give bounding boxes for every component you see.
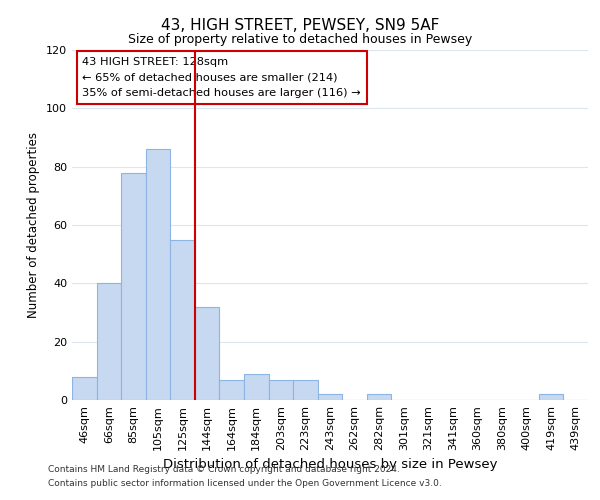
Bar [220, 380, 244, 400]
Bar [97, 284, 121, 400]
Bar [318, 394, 342, 400]
Text: 43, HIGH STREET, PEWSEY, SN9 5AF: 43, HIGH STREET, PEWSEY, SN9 5AF [161, 18, 439, 32]
X-axis label: Distribution of detached houses by size in Pewsey: Distribution of detached houses by size … [163, 458, 497, 471]
Bar [72, 376, 97, 400]
Bar [170, 240, 195, 400]
Bar [195, 306, 220, 400]
Bar [146, 149, 170, 400]
Text: 43 HIGH STREET: 128sqm
← 65% of detached houses are smaller (214)
35% of semi-de: 43 HIGH STREET: 128sqm ← 65% of detached… [82, 57, 361, 98]
Text: Contains HM Land Registry data © Crown copyright and database right 2024.
Contai: Contains HM Land Registry data © Crown c… [48, 466, 442, 487]
Bar [539, 394, 563, 400]
Text: Size of property relative to detached houses in Pewsey: Size of property relative to detached ho… [128, 32, 472, 46]
Bar [269, 380, 293, 400]
Bar [121, 172, 146, 400]
Bar [293, 380, 318, 400]
Y-axis label: Number of detached properties: Number of detached properties [28, 132, 40, 318]
Bar [244, 374, 269, 400]
Bar [367, 394, 391, 400]
